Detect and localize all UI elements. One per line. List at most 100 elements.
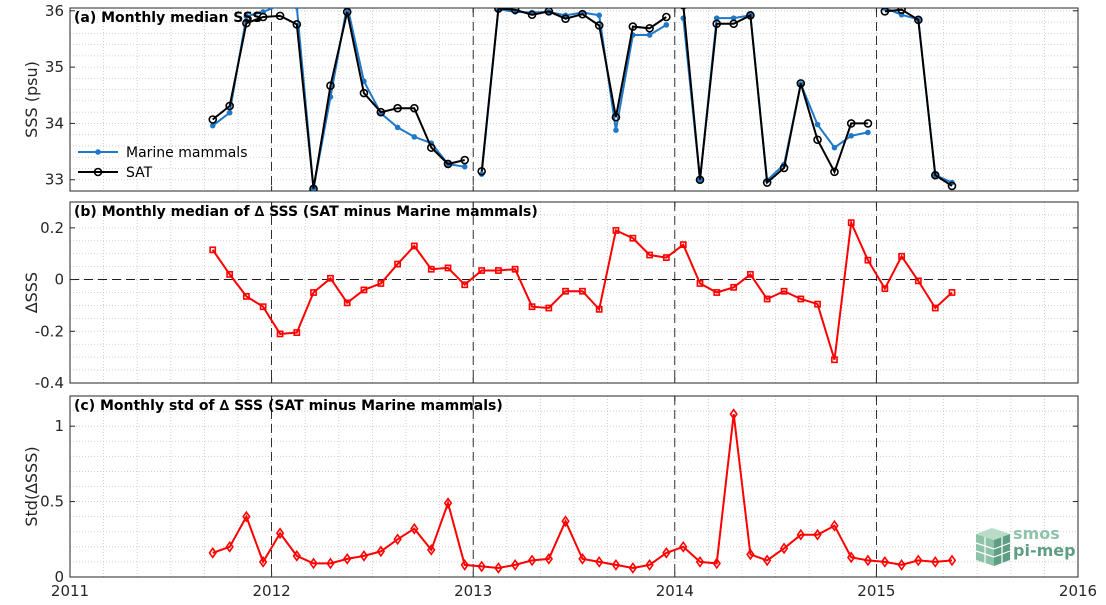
- y-axis-label: ∆SSS: [22, 272, 41, 314]
- y-tick-label: 34: [45, 114, 64, 132]
- logo-text-pi-mep: pi-mep: [1013, 541, 1076, 560]
- series-sat: [208, 8, 957, 191]
- data-point: [796, 528, 805, 541]
- legend: Marine mammals SAT: [78, 145, 248, 181]
- data-point: [460, 155, 470, 165]
- plot-frame: [69, 395, 1079, 578]
- smos-pi-mep-logo: smos pi-mep: [970, 526, 1080, 578]
- series-line: [212, 413, 953, 570]
- panel-title: (c) Monthly std of ∆ SSS (SAT minus Mari…: [74, 398, 503, 414]
- data-point: [494, 267, 502, 274]
- logo-cube-icon: [975, 528, 1011, 566]
- data-point: [294, 8, 300, 10]
- y-tick-label: 33: [45, 171, 64, 189]
- data-point: [948, 289, 956, 296]
- data-point: [276, 330, 284, 338]
- data-point: [243, 13, 250, 20]
- data-point: [544, 553, 553, 565]
- plot-frame: [69, 201, 1079, 384]
- data-point: [410, 103, 419, 113]
- data-point: [225, 101, 234, 111]
- data-point: [292, 550, 301, 562]
- data-point: [695, 175, 705, 185]
- data-point: [309, 557, 318, 570]
- data-point: [292, 20, 302, 29]
- legend-label: SAT: [126, 165, 153, 181]
- x-tick-label: 2016: [1059, 582, 1097, 600]
- data-point: [578, 9, 587, 19]
- x-tick-label: 2012: [253, 582, 291, 600]
- y-tick-label: 0.2: [40, 219, 64, 237]
- data-point: [393, 103, 402, 113]
- data-point: [595, 305, 603, 313]
- data-point: [208, 115, 218, 124]
- data-point: [561, 14, 570, 23]
- series-line: [211, 218, 953, 360]
- data-point: [394, 124, 401, 131]
- legend-label: Marine mammals: [126, 145, 248, 161]
- data-point: [359, 88, 369, 98]
- data-point: [562, 287, 569, 295]
- data-point: [947, 181, 957, 191]
- data-point: [277, 2, 283, 8]
- data-point: [797, 295, 805, 303]
- data-point: [813, 528, 822, 541]
- data-point: [646, 32, 653, 38]
- data-point: [225, 540, 234, 553]
- data-point: [847, 219, 855, 227]
- grid-lines: [70, 8, 1078, 192]
- data-point: [226, 270, 234, 278]
- data-point: [663, 22, 670, 28]
- data-point: [360, 286, 368, 294]
- y-tick-label: -0.4: [35, 374, 64, 392]
- grid-lines: [70, 201, 1078, 384]
- data-point: [209, 246, 217, 254]
- data-point: [258, 556, 268, 568]
- y-tick-label: 36: [45, 2, 64, 20]
- data-point: [612, 227, 620, 234]
- data-point: [243, 292, 250, 300]
- data-point: [411, 134, 418, 140]
- data-point: [814, 121, 821, 128]
- data-point: [359, 550, 369, 562]
- data-point: [545, 304, 553, 312]
- data-point: [326, 557, 335, 570]
- data-point: [863, 119, 873, 128]
- data-point: [444, 264, 452, 272]
- y-axis-label: Std(∆SSS): [22, 446, 41, 526]
- chart-panel-3: 0 0.5 1 2011 2012 2013 2014 2015 2016 Std(∆SSS) (c…: [22, 395, 1097, 600]
- series-marine-mammals: [209, 2, 955, 191]
- data-point: [730, 283, 738, 291]
- data-point: [275, 527, 285, 540]
- data-point: [579, 287, 586, 295]
- series-line: [884, 8, 953, 187]
- data-point: [510, 559, 520, 571]
- data-point: [310, 289, 317, 296]
- data-point: [729, 19, 738, 29]
- data-point: [931, 304, 939, 312]
- data-point: [730, 15, 737, 21]
- data-point: [746, 11, 755, 20]
- series-delta-sss: [208, 408, 957, 574]
- y-tick-label: 0: [54, 568, 64, 586]
- data-point: [830, 167, 839, 177]
- data-point: [342, 8, 352, 17]
- data-point: [595, 556, 604, 568]
- data-point: [327, 274, 334, 282]
- x-tick-label: 2013: [454, 582, 492, 600]
- y-tick-label: 0: [54, 271, 64, 289]
- data-point: [914, 554, 923, 567]
- data-point: [259, 303, 267, 311]
- data-point: [746, 548, 755, 561]
- plot-area: [209, 218, 956, 364]
- data-point: [847, 551, 856, 564]
- data-point: [679, 540, 688, 553]
- data-point: [293, 329, 301, 336]
- data-point: [763, 295, 771, 303]
- data-point: [880, 8, 890, 16]
- series-line: [682, 8, 868, 185]
- data-point: [696, 280, 704, 287]
- data-point: [494, 562, 503, 574]
- data-point: [461, 163, 468, 170]
